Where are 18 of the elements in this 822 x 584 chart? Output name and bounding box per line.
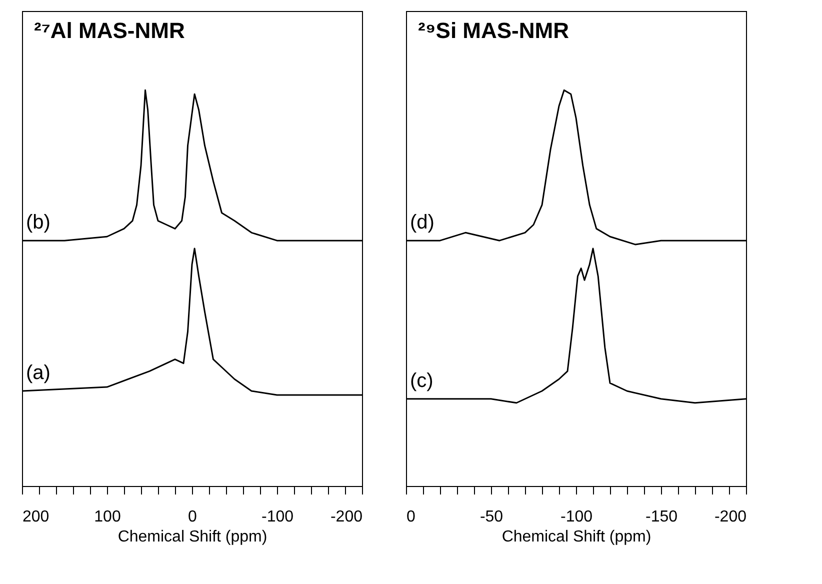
series-label: (a) [26,362,50,384]
x-tick-label: -100 [261,508,294,526]
x-tick-label: -150 [645,508,678,526]
x-tick-label: -200 [714,508,747,526]
series-label: (b) [26,212,50,234]
x-tick-label: -50 [480,508,504,526]
series-label: (d) [410,212,434,234]
x-axis-title: Chemical Shift (ppm) [118,528,268,546]
chart-title: ²⁷Al MAS-NMR [34,18,185,43]
x-tick-label: 200 [22,508,50,526]
series-label: (c) [410,370,434,392]
x-tick-label: -100 [560,508,593,526]
x-axis-title: Chemical Shift (ppm) [502,528,652,546]
x-tick-label: 0 [406,508,416,526]
chart-title: ²⁹Si MAS-NMR [418,18,570,43]
x-tick-label: -200 [330,508,363,526]
x-tick-label: 100 [94,508,121,526]
x-tick-label: 0 [188,508,198,526]
